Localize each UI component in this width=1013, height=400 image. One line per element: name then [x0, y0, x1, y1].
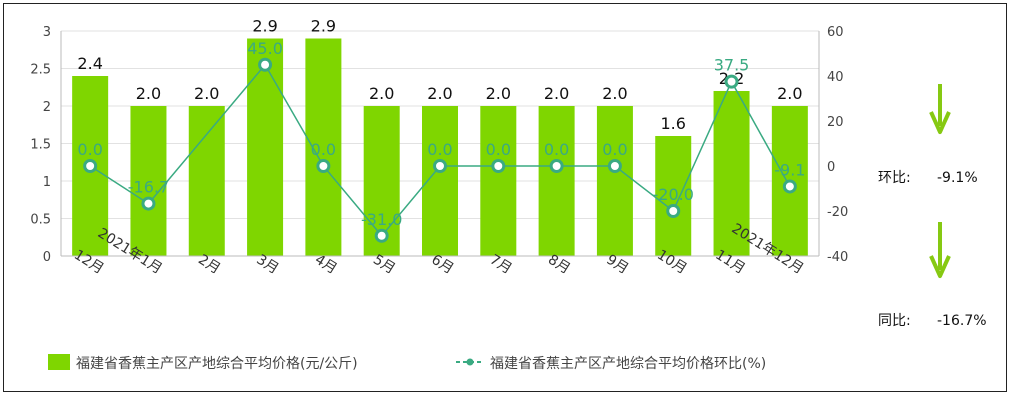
line-point — [83, 159, 98, 173]
bar — [596, 106, 633, 256]
bar-data-label: 2.0 — [136, 84, 161, 103]
line-point — [258, 57, 273, 72]
line-series — [83, 57, 797, 243]
combo-chart: 0 0.5 1 1.5 2 2.5 3 -40 -20 0 20 40 60 2.4 2.0 2.0 2.9… — [30, 17, 987, 373]
bar — [655, 136, 692, 256]
yoy-down-arrow-icon — [929, 222, 951, 278]
mom-down-arrow-icon — [929, 84, 951, 134]
bar-data-label: 2.0 — [194, 84, 219, 103]
yoy-value: -16.7% — [937, 313, 987, 329]
mom-value: -9.1% — [937, 170, 978, 186]
line-point — [433, 159, 447, 173]
bar-data-label: 2.0 — [602, 84, 627, 103]
right-tick-label: 0 — [827, 160, 835, 175]
bar-data-label: 2.0 — [777, 84, 802, 103]
right-tick-label: 60 — [827, 25, 844, 40]
left-tick-label: 3 — [43, 25, 51, 40]
right-y-axis: -40 -20 0 20 40 60 — [818, 25, 848, 265]
line-data-label: 0.0 — [486, 140, 511, 159]
bar-data-label: 2.0 — [544, 84, 569, 103]
line-point — [607, 159, 622, 173]
left-tick-label: 1.5 — [30, 138, 51, 153]
right-tick-label: 20 — [827, 115, 844, 130]
line-point — [316, 159, 331, 173]
line-data-label: 0.0 — [602, 140, 627, 159]
bar-data-label: 1.6 — [661, 114, 686, 133]
line-data-label: -20.0 — [653, 185, 694, 204]
bar — [305, 38, 342, 256]
line-point — [782, 179, 797, 194]
bar — [538, 106, 575, 256]
line-data-label: 0.0 — [77, 140, 102, 159]
bar-data-label: 2.0 — [369, 84, 394, 103]
bar-data-label: 2.4 — [77, 54, 102, 73]
line-point — [549, 159, 564, 173]
line-point — [374, 228, 389, 243]
bar — [188, 106, 225, 256]
left-tick-label: 2 — [43, 100, 51, 115]
bar-series — [72, 38, 808, 256]
line-data-labels: 0.0 -16.7 45.0 0.0 -31.0 0.0 0.0 0.0 0.0 -20.0 37.… — [77, 39, 805, 229]
line-data-label: -31.0 — [361, 210, 402, 229]
bar-data-label: 2.9 — [252, 17, 277, 36]
line-point — [666, 204, 681, 218]
bar-data-label: 2.0 — [486, 84, 511, 103]
left-tick-label: 0 — [43, 250, 51, 265]
legend-line-swatch — [456, 358, 484, 366]
bar-data-label: 2.0 — [427, 84, 452, 103]
line-data-label: 0.0 — [427, 140, 452, 159]
right-tick-label: -40 — [827, 250, 848, 265]
line-point — [141, 196, 156, 211]
bar-data-label: 2.9 — [311, 17, 336, 36]
line-data-label: 0.0 — [544, 140, 569, 159]
line-point — [724, 74, 739, 89]
legend: 福建省香蕉主产区产地综合平均价格(元/公斤) 福建省香蕉主产区产地综合平均价格环… — [48, 354, 766, 372]
legend-bar-swatch — [48, 354, 70, 370]
yoy-label: 同比: — [878, 313, 911, 329]
line-data-label: -9.1 — [774, 160, 805, 179]
right-tick-label: -20 — [827, 205, 848, 220]
chart-frame: 0 0.5 1 1.5 2 2.5 3 -40 -20 0 20 40 60 2.4 2.0 2.0 2.9… — [3, 3, 1007, 392]
mom-label: 环比: — [878, 170, 911, 186]
bar — [130, 106, 167, 256]
line-data-label: 0.0 — [311, 140, 336, 159]
left-y-axis: 0 0.5 1 1.5 2 2.5 3 — [30, 25, 62, 265]
left-tick-label: 0.5 — [30, 213, 51, 228]
legend-line-label: 福建省香蕉主产区产地综合平均价格环比(%) — [490, 356, 766, 372]
bar — [480, 106, 517, 256]
left-tick-label: 1 — [43, 175, 51, 190]
right-tick-label: 40 — [827, 70, 844, 85]
line-data-label: -16.7 — [128, 178, 169, 197]
legend-bar-label: 福建省香蕉主产区产地综合平均价格(元/公斤) — [76, 356, 358, 372]
line-point — [491, 159, 506, 173]
bar-data-labels: 2.42.02.02.92.92.02.02.02.02.01.62.22.0 — [77, 17, 802, 134]
left-tick-label: 2.5 — [30, 63, 51, 78]
line-data-label: 45.0 — [247, 39, 283, 58]
bar — [713, 91, 750, 256]
line-path — [89, 63, 791, 237]
line-data-label: 37.5 — [714, 56, 750, 75]
bar — [247, 38, 284, 256]
